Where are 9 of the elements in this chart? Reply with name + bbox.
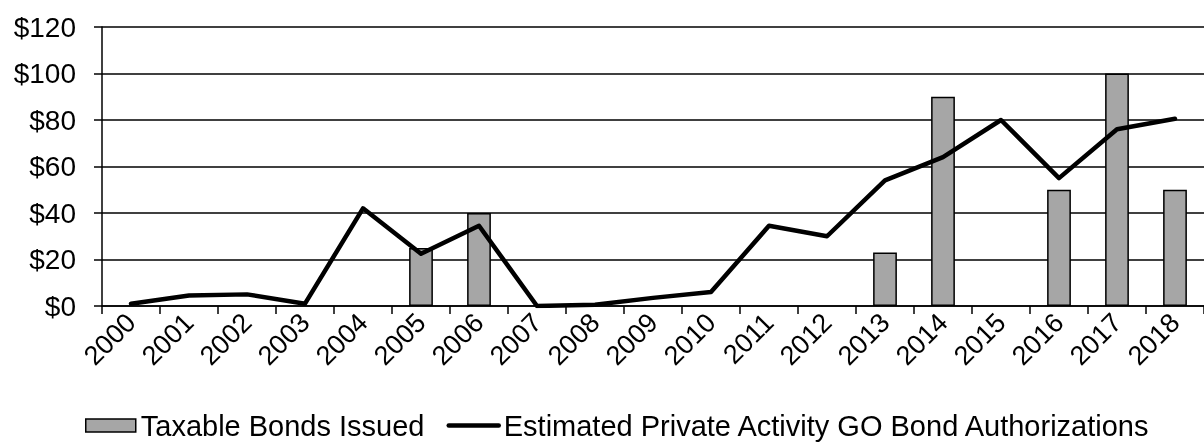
y-tick-label: $20	[29, 244, 76, 275]
y-tick-label: $100	[13, 58, 76, 89]
legend-label: Estimated Private Activity GO Bond Authorizations	[503, 409, 1149, 442]
y-tick-label: $80	[29, 104, 76, 136]
legend-label: Taxable Bonds Issued	[140, 409, 425, 442]
y-tick-label: $0	[44, 290, 76, 322]
y-tick-label: $60	[29, 151, 76, 182]
y-tick-label: $40	[29, 197, 76, 229]
y-tick-label: $120	[13, 11, 76, 43]
